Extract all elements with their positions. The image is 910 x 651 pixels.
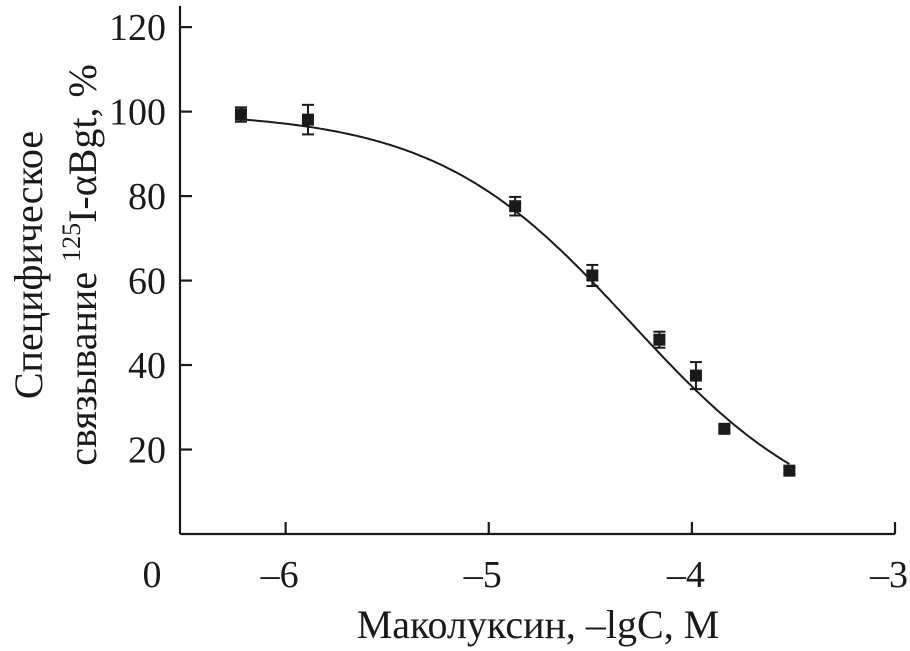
x-tick-label: –4: [666, 554, 705, 596]
point-marker: [509, 200, 522, 213]
y-axis-title-line2: связывание 125I-αBgt, %: [57, 64, 105, 466]
y-axis-title-superscript: 125: [57, 223, 86, 262]
data-point: [653, 330, 666, 349]
point-marker: [689, 369, 702, 382]
data-point: [586, 263, 599, 288]
point-marker: [301, 113, 314, 126]
x-axis-ticks: –6 –5 –4 –3: [260, 522, 908, 596]
x-tick-label: –5: [463, 554, 502, 596]
data-point: [234, 106, 247, 123]
data-points: [234, 103, 796, 477]
y-axis-title-prefix: связывание: [60, 262, 105, 466]
y-axis-title-suffix: I-αBgt, %: [60, 64, 105, 223]
data-point: [718, 422, 731, 435]
data-point: [689, 361, 702, 391]
origin-label: 0: [143, 554, 162, 596]
y-tick-label: 100: [109, 92, 166, 134]
x-tick-label: –3: [869, 554, 908, 596]
data-point: [783, 464, 796, 477]
y-tick-label: 40: [128, 345, 166, 387]
data-point: [509, 195, 522, 217]
y-tick-label: 20: [128, 430, 166, 472]
point-marker: [653, 333, 666, 346]
y-tick-label: 60: [128, 261, 166, 303]
point-marker: [234, 108, 247, 121]
point-marker: [718, 422, 731, 435]
x-tick-label: –6: [260, 554, 299, 596]
y-axis-title-line1: Специфическое: [6, 131, 51, 399]
y-tick-label: 80: [128, 176, 166, 218]
y-axis-ticks: 20 40 60 80 100 120: [109, 7, 192, 472]
x-axis-title: Маколуксин, –lgC, М: [357, 602, 720, 647]
fit-curve: [240, 118, 790, 465]
axes: [178, 6, 895, 536]
point-marker: [783, 464, 796, 477]
point-marker: [586, 269, 599, 282]
data-point: [301, 103, 314, 136]
y-tick-label: 120: [109, 7, 166, 49]
